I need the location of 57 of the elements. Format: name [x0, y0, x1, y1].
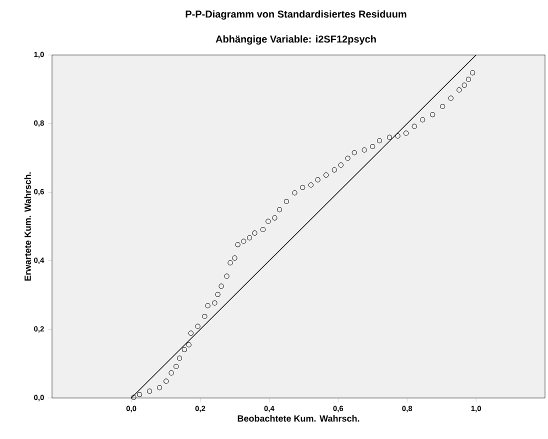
y-axis-title: Erwartete Kum. Wahrsch. [24, 172, 31, 281]
point [362, 147, 367, 153]
point [315, 177, 320, 182]
point [205, 303, 210, 308]
chart-title: P-P-Diagramm von Standardisiertes Residuum [186, 10, 406, 20]
point [177, 356, 182, 361]
point [131, 394, 136, 400]
point [228, 260, 233, 266]
point [332, 167, 337, 172]
point [386, 134, 392, 140]
point [292, 190, 298, 196]
point [157, 385, 162, 390]
point [345, 156, 350, 161]
point [338, 162, 344, 168]
point [252, 230, 258, 236]
point [164, 378, 169, 384]
point [324, 172, 329, 178]
point [440, 104, 446, 109]
point [352, 150, 357, 156]
point [395, 133, 400, 138]
point [266, 218, 271, 224]
point [404, 130, 409, 136]
point [188, 330, 194, 336]
point [218, 284, 224, 289]
point [247, 235, 252, 240]
point [300, 184, 306, 190]
point [241, 238, 246, 244]
point [168, 370, 174, 376]
point [212, 300, 218, 306]
point [456, 87, 462, 93]
point [260, 227, 266, 232]
point [224, 274, 230, 279]
point [412, 124, 417, 129]
point [202, 314, 208, 319]
point [308, 182, 314, 188]
point [448, 96, 454, 101]
point [470, 70, 476, 76]
point [272, 215, 278, 220]
chart-subtitle: Abhängige Variable: i2SF12psych [216, 35, 376, 45]
x-axis-title: Beobachtete Kum. Wahrsch. [238, 415, 360, 422]
point [370, 144, 376, 150]
point [182, 347, 187, 352]
point [232, 256, 238, 261]
point [147, 388, 152, 394]
point [186, 342, 192, 348]
point [235, 242, 240, 248]
point [462, 82, 467, 88]
point [466, 76, 472, 82]
point [195, 324, 200, 329]
point [276, 207, 282, 212]
point [174, 364, 179, 369]
point [420, 117, 426, 122]
point [284, 198, 289, 204]
point [376, 138, 382, 144]
point [137, 392, 142, 398]
point [430, 112, 436, 118]
point [215, 292, 220, 297]
